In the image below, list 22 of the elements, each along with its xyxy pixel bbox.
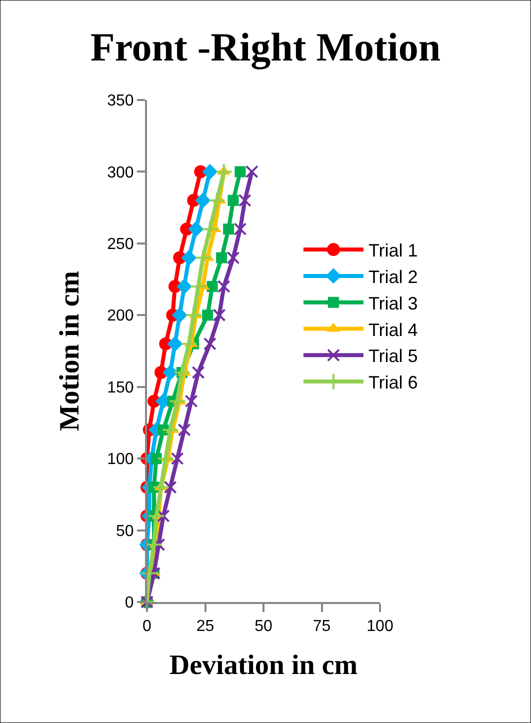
y-tick-label: 250 xyxy=(107,236,134,254)
y-tick-label: 200 xyxy=(107,308,134,325)
y-tick-label: 350 xyxy=(107,92,134,110)
y-tick-label: 300 xyxy=(107,164,134,182)
x-tick-label: 75 xyxy=(312,618,331,636)
legend-label: Trial 2 xyxy=(368,266,418,287)
y-axis-title: Motion in cm xyxy=(54,270,86,432)
y-tick-label: 0 xyxy=(124,594,134,612)
x-tick-label: 25 xyxy=(196,618,214,636)
legend-label: Trial 3 xyxy=(368,293,418,314)
legend-label: Trial 6 xyxy=(368,372,418,393)
y-tick-label: 100 xyxy=(107,451,134,468)
y-tick-label: 50 xyxy=(116,522,134,540)
x-tick-label: 0 xyxy=(142,618,152,636)
y-tick-label: 150 xyxy=(107,379,134,396)
legend-label: Trial 5 xyxy=(368,346,418,366)
x-tick-label: 50 xyxy=(254,618,272,636)
x-axis-title: Deviation in cm xyxy=(169,650,358,681)
chart-title: Front -Right Motion xyxy=(90,24,441,70)
legend-label: Trial 1 xyxy=(368,240,418,261)
legend-label: Trial 4 xyxy=(368,320,418,340)
x-tick-label: 100 xyxy=(366,618,394,636)
